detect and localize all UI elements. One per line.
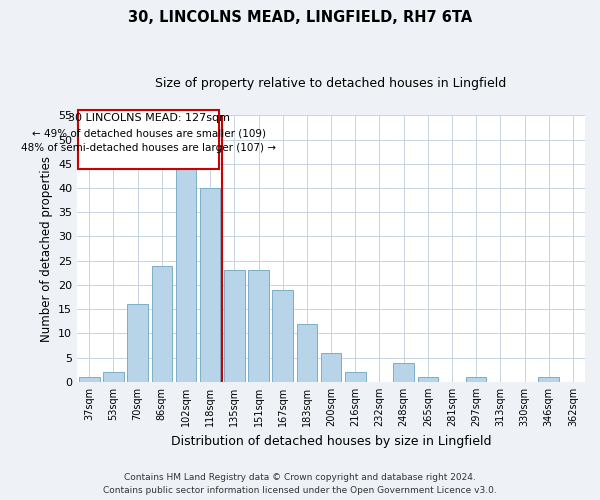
Text: 30 LINCOLNS MEAD: 127sqm: 30 LINCOLNS MEAD: 127sqm [68, 113, 230, 123]
Bar [538, 377, 559, 382]
Bar [296, 324, 317, 382]
Bar [127, 304, 148, 382]
Bar [248, 270, 269, 382]
Bar [152, 266, 172, 382]
Bar [466, 377, 487, 382]
Bar [418, 377, 438, 382]
Bar [200, 188, 220, 382]
Bar [176, 159, 196, 382]
Bar [394, 362, 414, 382]
Y-axis label: Number of detached properties: Number of detached properties [40, 156, 53, 342]
Text: 48% of semi-detached houses are larger (107) →: 48% of semi-detached houses are larger (… [21, 143, 276, 153]
Text: 30, LINCOLNS MEAD, LINGFIELD, RH7 6TA: 30, LINCOLNS MEAD, LINGFIELD, RH7 6TA [128, 10, 472, 25]
Text: ← 49% of detached houses are smaller (109): ← 49% of detached houses are smaller (10… [32, 128, 266, 138]
X-axis label: Distribution of detached houses by size in Lingfield: Distribution of detached houses by size … [171, 434, 491, 448]
Bar [345, 372, 365, 382]
Title: Size of property relative to detached houses in Lingfield: Size of property relative to detached ho… [155, 78, 507, 90]
Bar [224, 270, 245, 382]
Bar [321, 353, 341, 382]
FancyBboxPatch shape [79, 110, 218, 168]
Text: Contains HM Land Registry data © Crown copyright and database right 2024.
Contai: Contains HM Land Registry data © Crown c… [103, 474, 497, 495]
Bar [103, 372, 124, 382]
Bar [79, 377, 100, 382]
Bar [272, 290, 293, 382]
